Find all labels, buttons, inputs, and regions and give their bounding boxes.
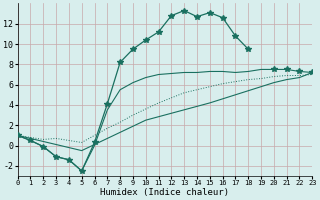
X-axis label: Humidex (Indice chaleur): Humidex (Indice chaleur) <box>100 188 229 197</box>
